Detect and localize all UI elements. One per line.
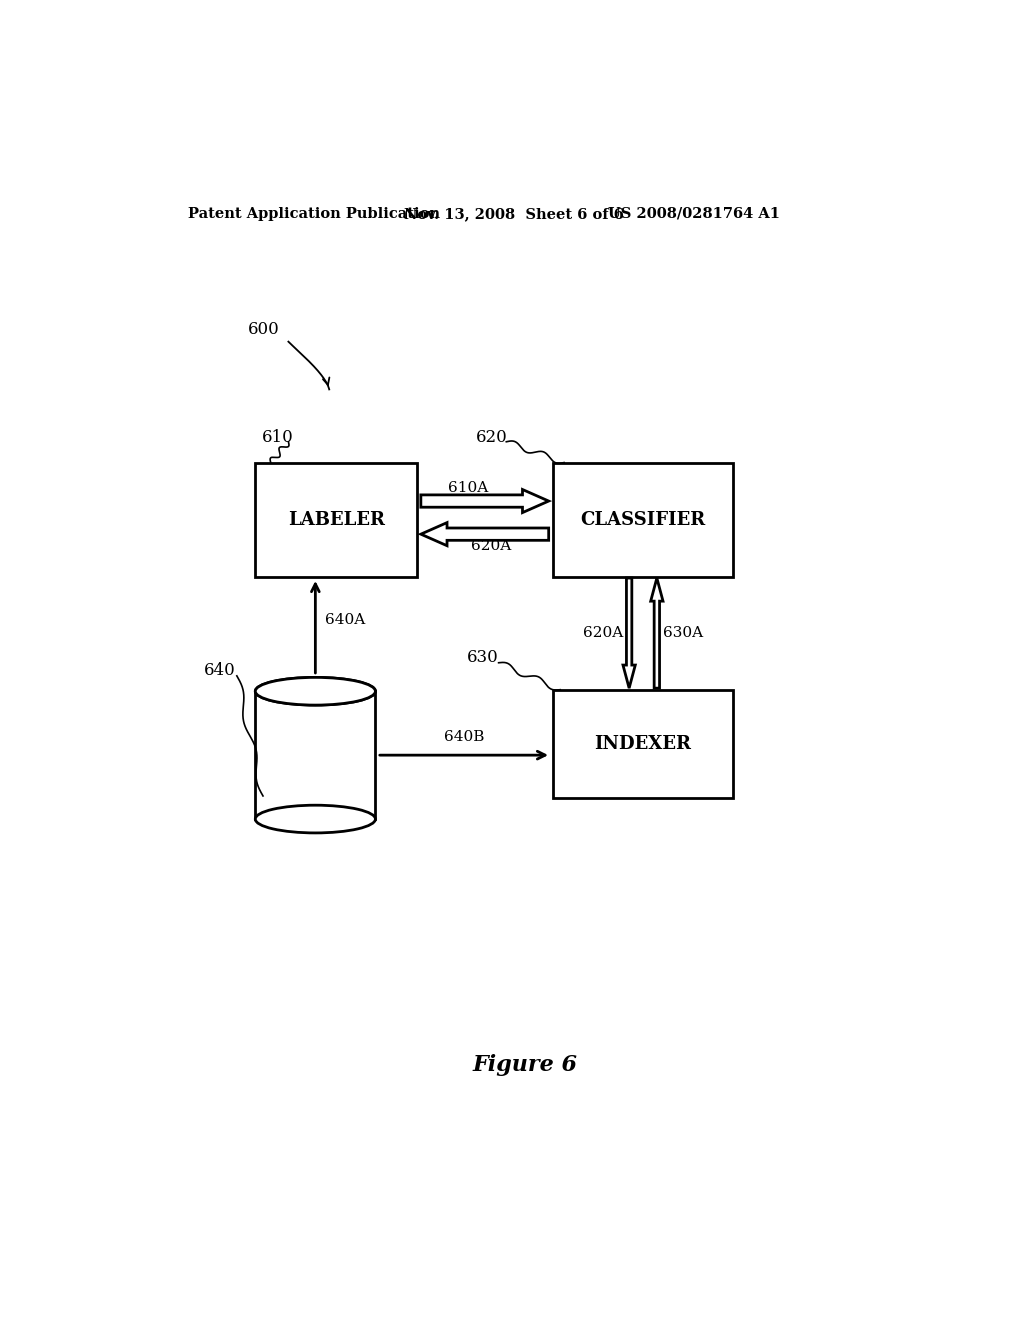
Text: Figure 6: Figure 6 [472,1055,578,1077]
Text: 640: 640 [204,661,236,678]
Polygon shape [421,490,549,512]
Text: US 2008/0281764 A1: US 2008/0281764 A1 [608,207,780,220]
Bar [553,689,733,797]
Text: 640B: 640B [443,730,484,744]
Ellipse shape [255,677,376,705]
Text: 630A: 630A [663,627,703,640]
Text: CLASSIFIER: CLASSIFIER [581,511,706,528]
Text: INDEXER: INDEXER [595,735,691,752]
Polygon shape [650,578,663,688]
Text: 640A: 640A [325,614,365,627]
Text: LABELER: LABELER [288,511,385,528]
Text: Nov. 13, 2008  Sheet 6 of 6: Nov. 13, 2008 Sheet 6 of 6 [403,207,624,220]
Bar [553,462,733,577]
Ellipse shape [255,805,376,833]
Polygon shape [421,523,549,545]
Text: 630: 630 [467,649,499,665]
Text: Patent Application Publication: Patent Application Publication [188,207,440,220]
Bar [255,692,376,818]
Text: 620A: 620A [471,539,512,553]
Text: 610: 610 [261,429,293,446]
Text: 620: 620 [475,429,507,446]
Ellipse shape [255,677,376,705]
Text: 610A: 610A [449,480,488,495]
Bar [255,462,417,577]
Text: 620A: 620A [583,627,623,640]
Text: 600: 600 [248,321,280,338]
Polygon shape [623,578,635,688]
